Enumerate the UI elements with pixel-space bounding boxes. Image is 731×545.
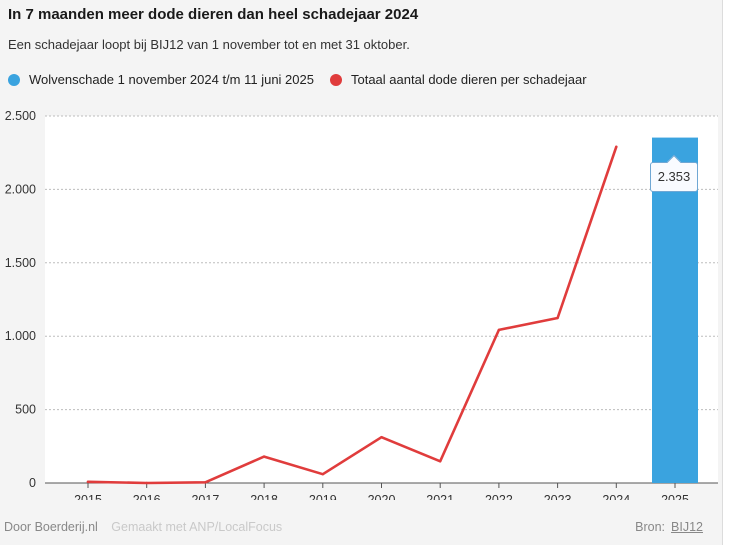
y-tick-label: 500 xyxy=(15,403,36,417)
y-tick-label: 1.000 xyxy=(5,329,36,343)
line-point xyxy=(439,460,442,463)
bar xyxy=(652,137,698,484)
chart-subtitle: Een schadejaar loopt bij BIJ12 van 1 nov… xyxy=(8,37,410,52)
footer-source: Bron: BIJ12 xyxy=(635,520,703,534)
y-tick-label: 2.000 xyxy=(5,182,36,196)
series-line xyxy=(86,145,618,485)
line-point xyxy=(86,480,90,484)
bar-value-tooltip: 2.353 xyxy=(650,162,698,192)
footer-source-link[interactable]: BIJ12 xyxy=(671,520,703,534)
x-tick-label: 2024 xyxy=(602,493,630,500)
line-point xyxy=(145,481,148,485)
y-tick-label: 1.500 xyxy=(5,256,36,270)
y-tick-label: 2.500 xyxy=(5,109,36,123)
x-tick-label: 2018 xyxy=(250,493,278,500)
footer-credit[interactable]: Door Boerderij.nl xyxy=(4,520,98,534)
footer: Door Boerderij.nl Gemaakt met ANP/LocalF… xyxy=(4,520,721,534)
plot-background xyxy=(45,116,718,483)
chart-title: In 7 maanden meer dode dieren dan heel s… xyxy=(8,6,419,23)
legend-item-line[interactable]: Totaal aantal dode dieren per schadejaar xyxy=(329,72,587,87)
x-tick-label: 2019 xyxy=(309,493,337,500)
legend-label-bar: Wolvenschade 1 november 2024 t/m 11 juni… xyxy=(29,72,314,87)
line-point xyxy=(497,328,501,332)
line-point xyxy=(615,145,618,149)
x-tick-label: 2023 xyxy=(544,493,572,500)
footer-made-with[interactable]: Gemaakt met ANP/LocalFocus xyxy=(111,520,283,534)
legend-marker-red xyxy=(329,73,342,86)
line-point xyxy=(380,435,383,439)
x-tick-label: 2016 xyxy=(133,493,161,500)
x-tick-label: 2022 xyxy=(485,493,513,500)
legend-item-bar[interactable]: Wolvenschade 1 november 2024 t/m 11 juni… xyxy=(8,72,314,87)
y-tick-label: 0 xyxy=(29,476,36,490)
line-point xyxy=(262,455,266,458)
footer-source-label: Bron: xyxy=(635,520,666,534)
legend: Wolvenschade 1 november 2024 t/m 11 juni… xyxy=(8,72,603,87)
x-tick-label: 2025 xyxy=(661,493,689,500)
x-tick-label: 2021 xyxy=(426,493,454,500)
line-point xyxy=(556,316,559,320)
legend-label-line: Totaal aantal dode dieren per schadejaar xyxy=(350,72,587,87)
x-tick-label: 2017 xyxy=(191,493,219,500)
chart-plot: 0 500 1.000 1.500 2.000 2.500 2015 2016 2017 2018… xyxy=(5,109,718,500)
line-point xyxy=(204,481,207,484)
x-tick-label: 2020 xyxy=(368,493,396,500)
line-point xyxy=(321,472,324,476)
legend-marker-blue xyxy=(8,73,20,86)
x-tick-label: 2015 xyxy=(74,493,102,500)
